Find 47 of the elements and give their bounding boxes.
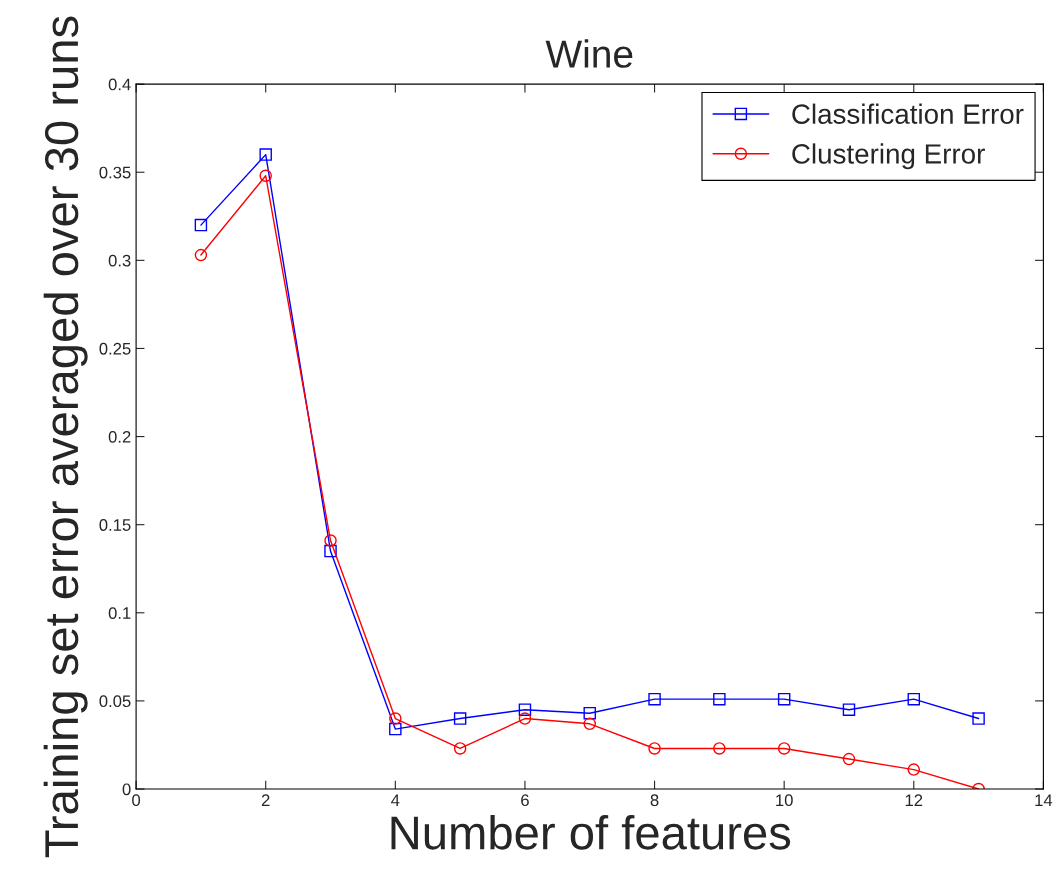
x-tick-label: 6 (521, 794, 529, 807)
point (777, 742, 791, 755)
point (777, 692, 791, 706)
point (518, 712, 532, 725)
point (389, 722, 402, 736)
point (972, 712, 985, 725)
x-tick-label: 8 (650, 794, 659, 807)
legend-label: Classification Error (792, 103, 1024, 124)
point (842, 703, 856, 716)
y-tick-label: 0.3 (108, 254, 131, 267)
point (648, 742, 661, 755)
point (648, 692, 661, 706)
point (324, 534, 337, 547)
x-tick-label: 14 (1035, 794, 1053, 806)
y-tick-label: 0.25 (99, 342, 131, 355)
y-tick-label: 0.4 (108, 78, 131, 91)
x-tick-label: 10 (776, 794, 793, 807)
y-tick-label: 0.35 (99, 166, 131, 179)
point (713, 692, 726, 706)
x-axis-title: Number of features (391, 814, 791, 850)
x-tick-label: 0 (132, 794, 141, 807)
point (842, 752, 856, 766)
y-tick-label: 0.15 (99, 519, 131, 531)
chart-title: Wine (545, 39, 633, 68)
point (324, 544, 337, 558)
x-tick-label: 4 (391, 794, 400, 806)
point (194, 218, 208, 232)
point (583, 706, 596, 720)
y-tick-label: 0 (122, 783, 131, 796)
point (907, 692, 921, 706)
point (713, 742, 726, 755)
legend-label: Clustering Error (792, 143, 985, 170)
y-axis-title: Training set error averaged over 30 runs (43, 16, 88, 858)
y-tick-label: 0.05 (99, 695, 131, 708)
point (259, 169, 272, 183)
point (907, 763, 921, 776)
x-tick-label: 12 (905, 794, 923, 806)
point (389, 712, 402, 725)
x-tick-label: 2 (261, 794, 270, 806)
point (453, 742, 467, 755)
point (194, 248, 208, 262)
point (453, 712, 467, 725)
point (259, 148, 272, 161)
y-tick-label: 0.1 (108, 607, 131, 619)
point (583, 717, 596, 731)
y-tick-label: 0.2 (108, 430, 131, 443)
point (518, 703, 532, 716)
